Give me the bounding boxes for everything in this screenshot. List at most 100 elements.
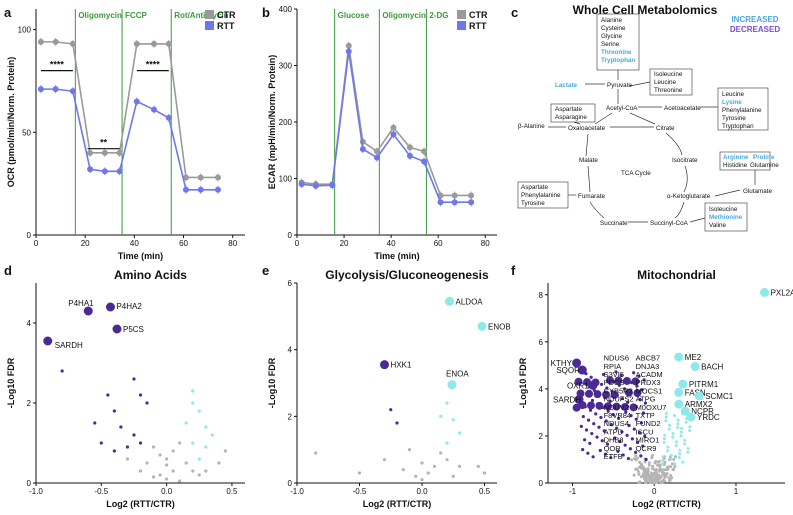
data-point-rtt [312, 182, 319, 189]
point-ns [644, 470, 648, 474]
y-axis-label: -Log10 FDR [6, 357, 16, 408]
point-labeled [105, 302, 115, 312]
point-up [191, 401, 195, 405]
data-point-rtt [374, 154, 380, 161]
point-down-large [620, 402, 629, 411]
met-arginine: Arginine [723, 154, 749, 161]
point-up [676, 422, 680, 426]
data-point-ctr [133, 40, 140, 47]
legend-label-ctr: CTR [217, 10, 236, 20]
point-labeled [577, 365, 587, 375]
point-down-large [602, 390, 611, 399]
point-up [686, 450, 690, 454]
point-ns [314, 451, 318, 455]
significance-label: **** [50, 60, 65, 70]
point-down [609, 423, 614, 427]
point-up [682, 442, 686, 446]
point-ns [217, 461, 221, 465]
significance-label: **** [146, 60, 161, 70]
legend-swatch-rtt [205, 21, 214, 30]
point-labeled [112, 324, 122, 334]
point-ns [636, 470, 640, 474]
x-tick-label: -1.0 [29, 487, 43, 496]
point-down [637, 374, 641, 378]
cluster-label: PDCS [604, 378, 625, 387]
y-tick-label: 300 [279, 62, 293, 71]
node-succinyl-coa: Succinyl-CoA [650, 220, 689, 227]
point-up [680, 426, 684, 430]
point-labeled [83, 306, 93, 316]
cluster-label: MOCS1 [636, 386, 663, 395]
panel-label-a: a [4, 5, 12, 20]
point-up [445, 401, 449, 405]
data-point-ctr [52, 38, 59, 45]
point-up [681, 460, 685, 464]
legend-swatch-ctr [205, 10, 214, 19]
data-point-ctr [451, 192, 458, 199]
point-down [626, 456, 631, 461]
met-isoleucine: Isoleucine [654, 71, 683, 78]
node-fumarate: Fumarate [578, 193, 605, 200]
y-tick-label: 0 [27, 479, 32, 488]
point-ns [671, 467, 675, 471]
point-ns [476, 464, 480, 468]
point-ns [638, 480, 642, 484]
x-tick-label: 60 [179, 239, 188, 248]
point-up [445, 441, 449, 445]
data-point-ctr [87, 149, 94, 156]
panel-label-b: b [262, 5, 270, 20]
data-point-ctr [116, 149, 123, 156]
point-labeled [680, 406, 690, 416]
point-down [605, 386, 609, 390]
point-down [611, 413, 615, 417]
x-axis-label: Time (min) [118, 251, 163, 261]
cluster-label: NDUS4 [604, 419, 629, 428]
panel-label-d: d [4, 263, 12, 278]
point-labeled [674, 399, 684, 409]
cluster-label: NDUFS2 [604, 395, 634, 404]
point-ns [638, 460, 642, 464]
point-ns [151, 475, 156, 479]
point-down-large [612, 402, 621, 411]
y-axis-label: -Log10 FDR [518, 357, 528, 408]
cluster-label: TXTP [636, 411, 655, 420]
point-ns [661, 471, 665, 475]
point-down [106, 393, 110, 397]
point-up [668, 423, 672, 427]
point-ns [651, 464, 655, 468]
point-down-large [610, 390, 619, 399]
point-label: HXK1 [391, 361, 412, 370]
point-up [688, 425, 692, 429]
point-down-large [631, 377, 640, 386]
point-ns [674, 455, 678, 459]
series-line-rtt [301, 51, 472, 204]
injection-label: FCCP [125, 11, 147, 20]
met-phenylalanine2: Phenylalanine [521, 192, 561, 199]
chart-ecar: 0 20 40 60 80 0 100 200 300 400 Time (min) ECAR (mp… [267, 5, 497, 261]
met-leucine2: Leucine [722, 91, 745, 98]
point-ns [382, 458, 387, 462]
point-down [616, 449, 620, 454]
point-down [634, 450, 638, 454]
box-leucine [717, 87, 769, 131]
point-ns [165, 477, 169, 481]
point-up [204, 425, 208, 429]
point-up [669, 453, 673, 457]
point-ns [178, 479, 182, 483]
cluster-label: DHB8 [604, 436, 624, 445]
point-down [627, 423, 631, 428]
point-up [674, 440, 678, 444]
point-up [439, 414, 443, 418]
point-ns [650, 479, 654, 483]
point-up [677, 455, 681, 459]
point-down [99, 441, 103, 445]
data-point-rtt [151, 106, 158, 113]
data-point-rtt [468, 199, 475, 206]
point-ns [482, 471, 487, 475]
legend-swatch-rtt [457, 21, 466, 30]
point-down [584, 428, 589, 432]
point-up [191, 441, 195, 445]
node-beta-alanine: β-Alanine [518, 123, 545, 130]
point-labeled [588, 380, 598, 390]
point-down [619, 373, 623, 378]
